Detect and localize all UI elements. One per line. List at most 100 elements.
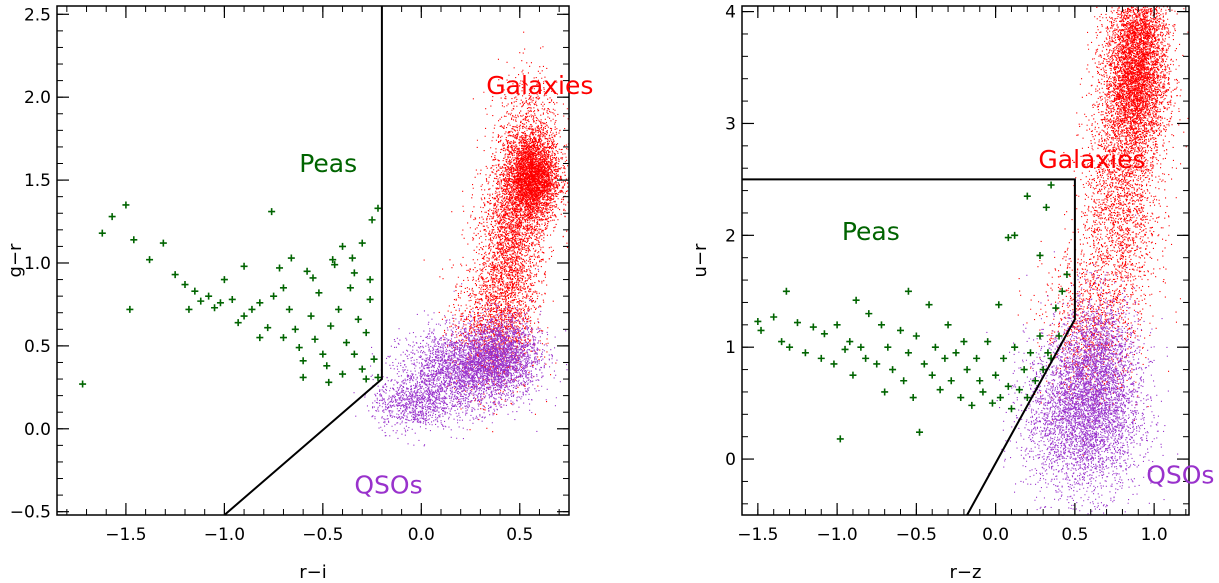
peas-point (191, 287, 199, 295)
peas-point (925, 301, 933, 309)
x-tick-label: −0.5 (302, 525, 343, 545)
peas-point (778, 338, 786, 346)
x-tick-label: −1.5 (737, 525, 778, 545)
peas-point (909, 394, 917, 402)
axis-ticks: −1.5 −1.0 −0.5 0.0 0.5 1.0 0 1 2 3 4 (725, 3, 1189, 545)
chart-panel-right: −1.5 −1.0 −0.5 0.0 0.5 1.0 0 1 2 3 4 Galaxies Peas Q… (690, 3, 1214, 583)
peas-point (984, 338, 992, 346)
peas-point (857, 343, 865, 351)
peas-point (873, 360, 881, 368)
peas-point (947, 377, 955, 385)
peas-point (285, 305, 293, 313)
annotations: Galaxies Peas QSOs (299, 71, 593, 500)
peas-point (362, 375, 370, 383)
x-tick-label: −0.5 (896, 525, 937, 545)
annotations: Galaxies Peas QSOs (842, 145, 1215, 489)
peas-point (889, 366, 897, 374)
peas-point (108, 213, 116, 221)
peas-point (936, 386, 944, 394)
peas-point (331, 261, 339, 269)
peas-point (1044, 349, 1052, 357)
peas-point (1058, 287, 1066, 295)
peas-point (928, 371, 936, 379)
selection-boundary-line (742, 178, 1076, 516)
peas-point (185, 305, 193, 313)
peas-point (846, 338, 854, 346)
peas-point (1026, 349, 1034, 357)
peas-point (952, 349, 960, 357)
peas-point (836, 435, 844, 443)
peas-point (299, 373, 307, 381)
peas-point (130, 236, 138, 244)
peas-point (335, 305, 343, 313)
peas-point (307, 312, 315, 320)
peas-point (900, 377, 908, 385)
peas-point (211, 304, 219, 312)
peas-point (1036, 332, 1044, 340)
peas-point (220, 276, 228, 284)
peas-point (291, 325, 299, 333)
peas-point (228, 295, 236, 303)
y-tick-label: −0.5 (10, 503, 51, 523)
peas-point (346, 284, 354, 292)
peas-point (287, 254, 295, 262)
peas-point (1031, 377, 1039, 385)
peas-point (366, 276, 374, 284)
peas-point (830, 360, 838, 368)
peas-point (354, 315, 362, 323)
peas-point (370, 355, 378, 363)
y-tick-label: 0.0 (24, 420, 51, 440)
peas-point (1063, 270, 1071, 278)
peas-point (374, 204, 382, 212)
peas-point (362, 329, 370, 337)
peas-point (920, 360, 928, 368)
peas-point (916, 428, 924, 436)
peas-point (366, 295, 374, 303)
peas-point (122, 201, 130, 209)
peas-point (339, 370, 347, 378)
y-tick-label: 3 (725, 114, 736, 134)
peas-point (963, 366, 971, 374)
y-axis-label: g−r (5, 243, 26, 278)
peas-point (944, 321, 952, 329)
peas-point (268, 208, 276, 216)
peas-point (279, 334, 287, 342)
peas-point (1042, 203, 1050, 211)
peas-point (295, 344, 303, 352)
peas-point (311, 335, 319, 343)
peas-point (264, 324, 272, 332)
x-axis-label: r−z (950, 562, 982, 583)
x-tick-label: 0.5 (506, 525, 533, 545)
qsos-point-cloud (353, 268, 568, 447)
peas-point (1036, 251, 1044, 259)
peas-point (1023, 394, 1031, 402)
peas-point (98, 229, 106, 237)
peas-point (931, 343, 939, 351)
y-tick-label: 2.0 (24, 88, 51, 108)
peas-point (941, 354, 949, 362)
peas-point (979, 388, 987, 396)
peas-point (988, 399, 996, 407)
peas-point (809, 323, 817, 331)
chart-panel-left: −1.5 −1.0 −0.5 0.0 0.5 −0.5 0.0 0.5 1.0 1.5 2.0 2.5… (5, 5, 593, 583)
peas-point (327, 322, 335, 330)
peas-point (992, 371, 1000, 379)
peas-point (368, 216, 376, 224)
x-tick-label: 0.0 (408, 525, 435, 545)
y-tick-label: 0.5 (24, 337, 51, 357)
peas-point (270, 292, 278, 300)
y-tick-label: 1.0 (24, 254, 51, 274)
peas-point (865, 310, 873, 318)
peas-point (1020, 366, 1028, 374)
peas-point (862, 354, 870, 362)
peas-point (256, 299, 264, 307)
peas-point (1047, 181, 1055, 189)
peas-point (216, 299, 224, 307)
peas-point (342, 339, 350, 347)
galaxies-point-cloud (423, 31, 570, 433)
peas-point (1011, 343, 1019, 351)
peas-point (205, 292, 213, 300)
peas-point (786, 343, 794, 351)
peas-point (1023, 192, 1031, 200)
